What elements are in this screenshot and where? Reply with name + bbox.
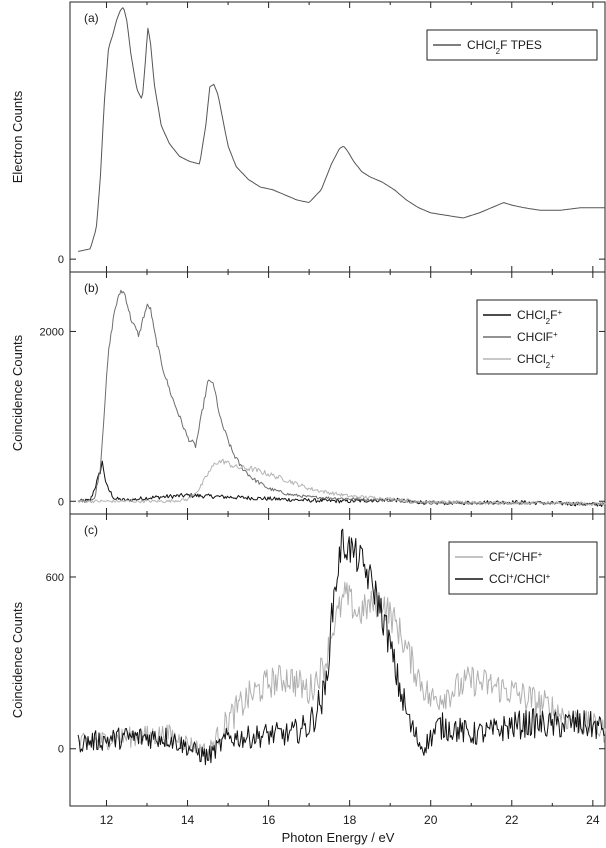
legend-box [448,541,598,595]
x-tick-label: 12 [100,813,114,827]
panel-label: (a) [84,11,99,25]
x-axis-label: Photon Energy / eV [282,830,395,845]
legend-label: CCl+/CHCl+ [489,572,551,587]
legend-label: CHCl2F+ [517,308,562,326]
y-axis-label: Coincidence Counts [10,334,25,451]
series-line-0 [77,460,606,507]
panel-frame [69,513,606,807]
x-tick-label: 14 [181,813,195,827]
panel-2: (c) Coincidence Counts 0 600 CF+/CHF+ CCl+/CH… [10,513,606,807]
legend-label: CF+/CHF+ [489,550,543,565]
y-tick-label: 0 [58,496,64,508]
y-tick-label: 0 [58,254,64,266]
series-line-0 [77,581,606,759]
x-tick-label: 24 [586,813,600,827]
panel-1: (b) Coincidence Counts 0 2000 CHCl2F+ CHClF+ C… [10,271,606,515]
panel-0: (a) Electron Counts 0 CHCl2F TPES [10,1,606,273]
series-line-2 [77,458,606,506]
legend-label: CHCl2+ [517,352,555,370]
x-tick-label: 16 [262,813,276,827]
series-line-1 [77,289,606,506]
panel-label: (b) [84,281,99,295]
series-line-1 [77,528,606,766]
legend-label: CHCl2F TPES [467,38,542,56]
y-tick-label: 0 [58,744,64,756]
y-tick-label: 2000 [40,326,64,338]
y-axis-label: Electron Counts [10,90,25,183]
y-axis-label: Coincidence Counts [10,601,25,718]
x-tick-label: 20 [424,813,438,827]
panel-label: (c) [84,523,98,537]
x-tick-label: 18 [343,813,357,827]
series-line-0 [77,7,605,252]
legend-label: CHClF+ [517,330,558,345]
y-tick-label: 600 [46,572,64,584]
x-tick-label: 22 [505,813,519,827]
